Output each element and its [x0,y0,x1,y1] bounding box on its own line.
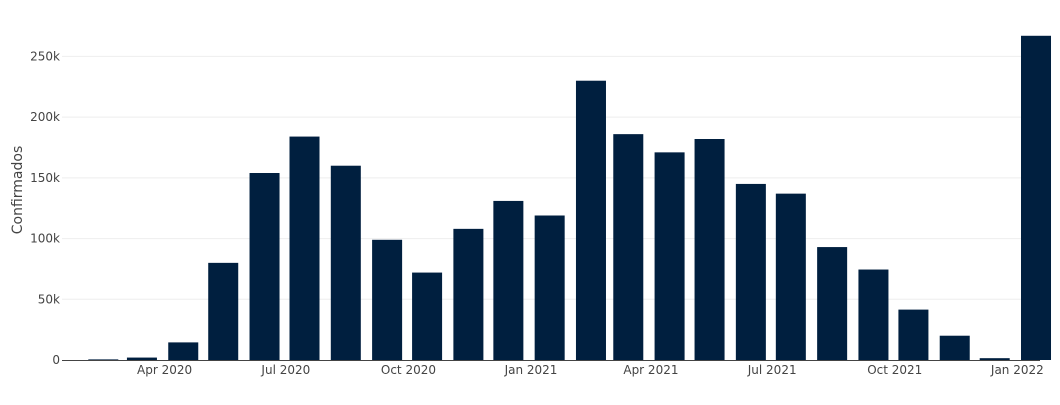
bar [654,152,685,360]
bars [88,35,1052,361]
bar [412,272,443,360]
x-tick-label: Jul 2021 [747,363,797,377]
y-axis-ticks: 0 50k 100k 150k 200k 250k [30,49,60,367]
bar [534,215,565,360]
bar [694,139,725,360]
bar [735,183,766,360]
bar [775,193,806,360]
bar [1020,35,1052,361]
x-tick-label: Jan 2022 [990,363,1044,377]
bar [575,80,606,360]
bar [613,134,644,360]
y-tick-label: 100k [30,232,60,246]
x-tick-label: Jul 2020 [260,363,310,377]
bar [168,342,199,360]
bar [453,228,484,360]
x-tick-label: Oct 2020 [381,363,436,377]
x-tick-label: Oct 2021 [867,363,922,377]
bar [289,136,320,360]
bar [858,269,889,360]
y-tick-label: 150k [30,171,60,185]
bar [88,359,119,360]
bar [817,247,848,360]
y-tick-label: 200k [30,110,60,124]
bar [493,200,524,360]
bar [979,358,1010,360]
y-tick-label: 50k [38,292,60,306]
x-tick-label: Apr 2020 [137,363,192,377]
y-tick-label: 0 [52,353,60,367]
bar [208,262,239,360]
x-axis-ticks: Apr 2020 Jul 2020 Oct 2020 Jan 2021 Apr 2021… [137,363,1044,377]
x-tick-label: Apr 2021 [623,363,678,377]
bar [126,357,157,360]
bar [939,335,970,360]
y-tick-label: 250k [30,49,60,63]
bar [330,165,361,360]
bar [372,239,403,360]
bar [898,309,929,360]
y-axis-title: Confirmados [10,146,26,235]
bar [249,173,280,360]
x-tick-label: Jan 2021 [504,363,558,377]
